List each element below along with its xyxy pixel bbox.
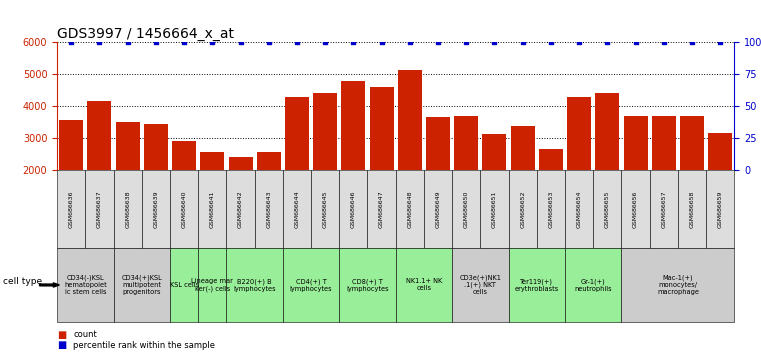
Bar bbox=[228, 156, 253, 234]
Text: GSM686638: GSM686638 bbox=[125, 190, 130, 228]
Text: GSM686657: GSM686657 bbox=[661, 190, 667, 228]
Text: Mac-1(+)
monocytes/
macrophage: Mac-1(+) monocytes/ macrophage bbox=[657, 275, 699, 295]
Text: GSM686659: GSM686659 bbox=[718, 190, 723, 228]
Text: GSM686654: GSM686654 bbox=[577, 190, 581, 228]
Point bbox=[432, 40, 444, 45]
Bar bbox=[652, 116, 676, 234]
Text: NK1.1+ NK
cells: NK1.1+ NK cells bbox=[406, 279, 442, 291]
Text: GSM686640: GSM686640 bbox=[182, 190, 186, 228]
Point bbox=[319, 40, 331, 45]
Point bbox=[150, 40, 162, 45]
Text: KSL cells: KSL cells bbox=[170, 282, 199, 288]
Text: GSM686649: GSM686649 bbox=[435, 190, 441, 228]
Text: GSM686653: GSM686653 bbox=[549, 190, 553, 228]
Text: GSM686645: GSM686645 bbox=[323, 190, 328, 228]
Point bbox=[291, 40, 303, 45]
Bar bbox=[144, 124, 168, 234]
Text: GSM686656: GSM686656 bbox=[633, 190, 638, 228]
Point bbox=[489, 40, 501, 45]
Bar bbox=[398, 70, 422, 234]
Bar bbox=[88, 101, 111, 234]
Text: GSM686643: GSM686643 bbox=[266, 190, 271, 228]
Text: count: count bbox=[73, 330, 97, 339]
Bar bbox=[567, 97, 591, 234]
Text: GSM686655: GSM686655 bbox=[605, 190, 610, 228]
Point bbox=[686, 40, 698, 45]
Text: CD34(-)KSL
hematopoiet
ic stem cells: CD34(-)KSL hematopoiet ic stem cells bbox=[64, 275, 107, 295]
Text: CD34(+)KSL
multipotent
progenitors: CD34(+)KSL multipotent progenitors bbox=[121, 275, 162, 295]
Point bbox=[545, 40, 557, 45]
Text: cell type: cell type bbox=[3, 277, 42, 286]
Bar bbox=[708, 133, 732, 234]
Text: CD3e(+)NK1
.1(+) NKT
cells: CD3e(+)NK1 .1(+) NKT cells bbox=[460, 274, 501, 296]
Bar bbox=[285, 97, 309, 234]
Text: GSM686642: GSM686642 bbox=[238, 190, 243, 228]
Point bbox=[601, 40, 613, 45]
Bar bbox=[342, 81, 365, 234]
Text: GSM686652: GSM686652 bbox=[521, 190, 525, 228]
Text: GSM686641: GSM686641 bbox=[210, 190, 215, 228]
Bar bbox=[595, 93, 619, 234]
Point bbox=[206, 40, 218, 45]
Text: GSM686636: GSM686636 bbox=[68, 190, 74, 228]
Text: GSM686639: GSM686639 bbox=[154, 190, 158, 228]
Text: GSM686646: GSM686646 bbox=[351, 190, 356, 228]
Text: Lineage mar
ker(-) cells: Lineage mar ker(-) cells bbox=[191, 278, 233, 292]
Point bbox=[65, 40, 78, 45]
Text: GSM686651: GSM686651 bbox=[492, 190, 497, 228]
Bar bbox=[172, 141, 196, 234]
Bar bbox=[454, 116, 478, 234]
Bar bbox=[680, 116, 704, 234]
Point bbox=[517, 40, 529, 45]
Text: GSM686658: GSM686658 bbox=[689, 190, 695, 228]
Bar bbox=[59, 120, 83, 234]
Point bbox=[94, 40, 106, 45]
Text: ■: ■ bbox=[57, 330, 66, 339]
Text: GSM686647: GSM686647 bbox=[379, 190, 384, 228]
Point bbox=[375, 40, 387, 45]
Point bbox=[658, 40, 670, 45]
Text: GSM686648: GSM686648 bbox=[407, 190, 412, 228]
Point bbox=[714, 40, 726, 45]
Bar bbox=[482, 134, 507, 234]
Point bbox=[573, 40, 585, 45]
Bar bbox=[314, 92, 337, 234]
Text: GDS3997 / 1456664_x_at: GDS3997 / 1456664_x_at bbox=[57, 28, 234, 41]
Text: GSM686650: GSM686650 bbox=[463, 190, 469, 228]
Text: Ter119(+)
erythroblasts: Ter119(+) erythroblasts bbox=[514, 278, 559, 292]
Bar bbox=[370, 87, 393, 234]
Text: Gr-1(+)
neutrophils: Gr-1(+) neutrophils bbox=[575, 278, 612, 292]
Bar bbox=[511, 126, 535, 234]
Point bbox=[234, 40, 247, 45]
Text: percentile rank within the sample: percentile rank within the sample bbox=[73, 341, 215, 350]
Point bbox=[263, 40, 275, 45]
Bar bbox=[623, 116, 648, 234]
Point bbox=[629, 40, 642, 45]
Bar bbox=[426, 118, 450, 234]
Bar bbox=[116, 122, 139, 234]
Bar bbox=[539, 149, 563, 234]
Text: CD8(+) T
lymphocytes: CD8(+) T lymphocytes bbox=[346, 278, 389, 292]
Bar bbox=[256, 152, 281, 234]
Bar bbox=[200, 152, 224, 234]
Text: B220(+) B
lymphocytes: B220(+) B lymphocytes bbox=[234, 278, 276, 292]
Text: GSM686637: GSM686637 bbox=[97, 190, 102, 228]
Point bbox=[460, 40, 473, 45]
Point bbox=[178, 40, 190, 45]
Text: GSM686644: GSM686644 bbox=[295, 190, 299, 228]
Text: CD4(+) T
lymphocytes: CD4(+) T lymphocytes bbox=[290, 278, 333, 292]
Text: ■: ■ bbox=[57, 340, 66, 350]
Point bbox=[122, 40, 134, 45]
Point bbox=[347, 40, 359, 45]
Point bbox=[404, 40, 416, 45]
